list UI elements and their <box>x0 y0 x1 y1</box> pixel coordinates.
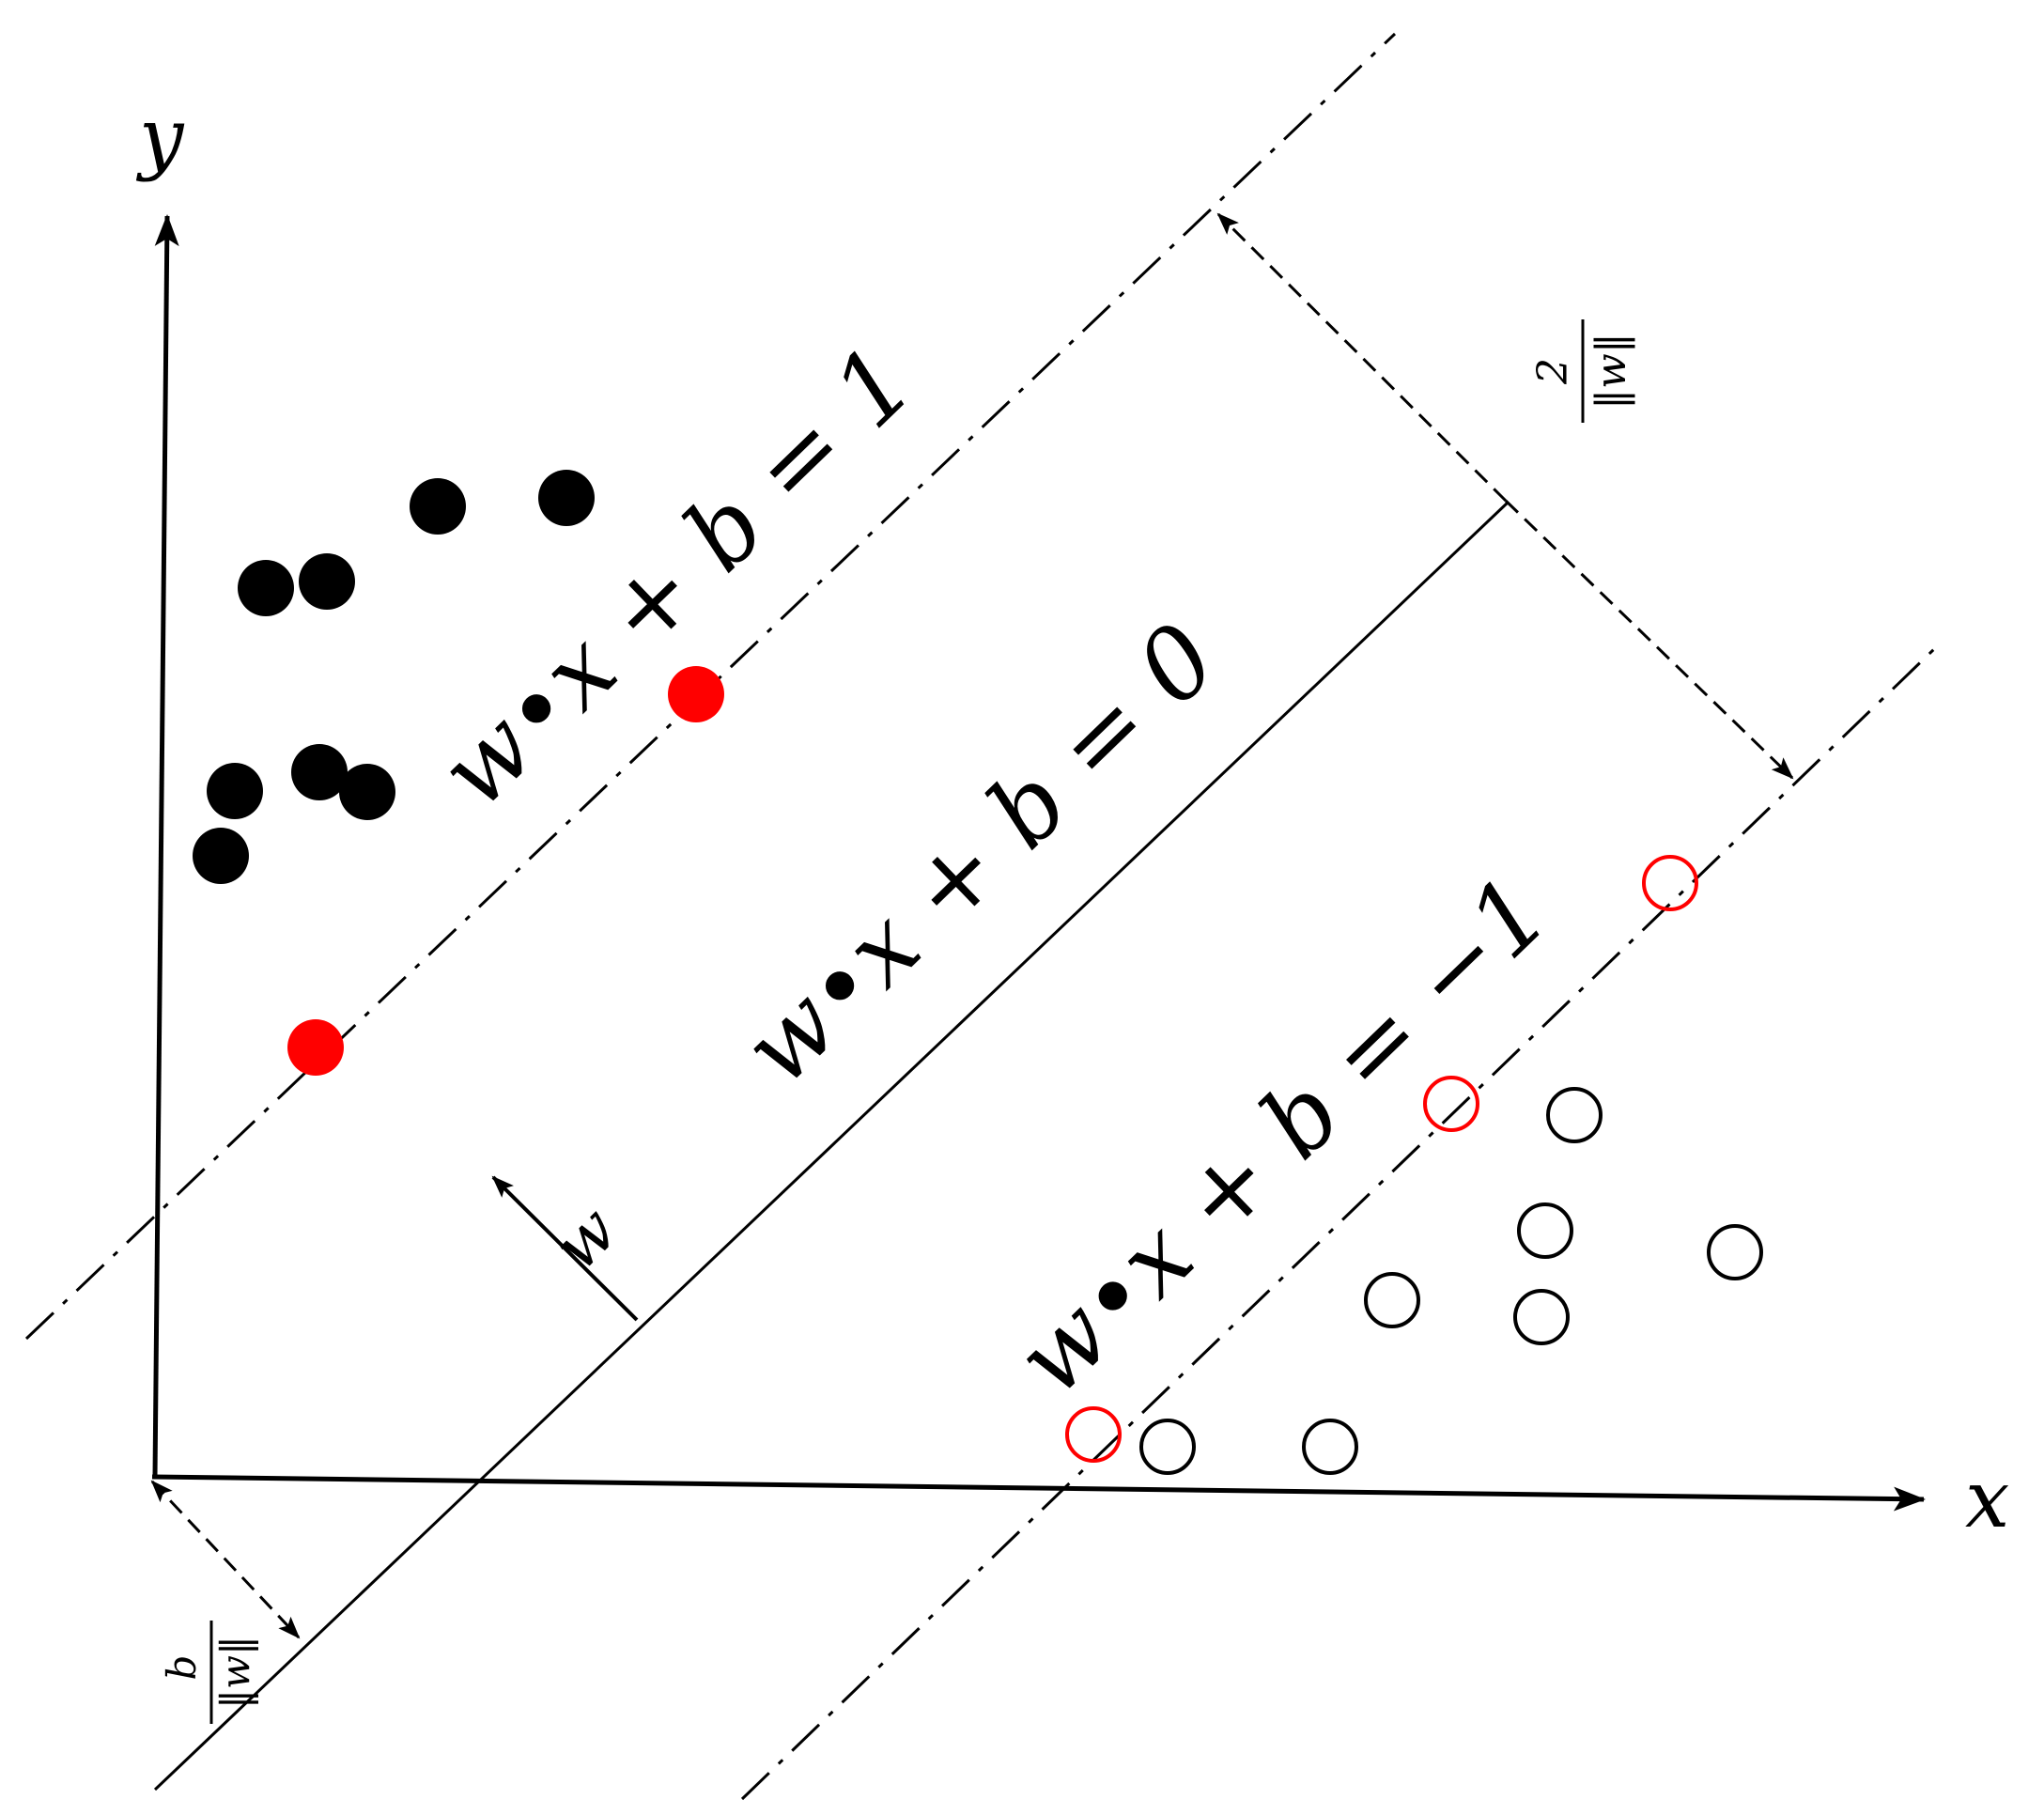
y-axis-label: y <box>135 91 185 183</box>
positive-support-vector <box>287 1019 344 1076</box>
positive-point <box>193 828 249 884</box>
positive-point <box>538 470 595 526</box>
x-axis-label: x <box>1965 1453 2009 1545</box>
negative-point <box>1364 1272 1420 1328</box>
offset-arrow <box>150 1480 301 1639</box>
negative-point <box>1517 1202 1573 1259</box>
positive-support-vectors <box>287 666 724 1076</box>
negative-support-vector <box>1423 1076 1479 1132</box>
normal-vector-arrow <box>491 1175 639 1322</box>
margin-width-label: 2 ‖w‖ <box>1529 319 1635 423</box>
negative-margin-line <box>740 646 1937 1801</box>
negative-margin-equation: w•x + b = −1 <box>994 855 1571 1418</box>
decision-boundary-equation: w•x + b = 0 <box>720 601 1238 1107</box>
x-axis <box>151 1474 1926 1512</box>
negative-point <box>1139 1419 1196 1475</box>
offset-indicator: b ‖w‖ <box>150 1480 301 1724</box>
hyperplanes <box>24 32 1937 1801</box>
margin-width-numerator: 2 <box>1529 358 1577 385</box>
positive-class-points <box>193 470 595 884</box>
normal-vector: w <box>491 1175 639 1322</box>
negative-point <box>1302 1419 1358 1475</box>
positive-point <box>410 478 466 535</box>
positive-support-vector <box>668 666 724 722</box>
negative-point <box>1707 1224 1763 1280</box>
margin-arrow-upper <box>1216 212 1508 503</box>
decision-boundary-line <box>153 501 1510 1792</box>
positive-point <box>339 764 395 820</box>
positive-point <box>238 560 294 616</box>
positive-point <box>291 744 348 800</box>
negative-class-points <box>1139 1087 1763 1475</box>
negative-support-vectors <box>1065 855 1698 1463</box>
positive-margin-equation: w•x + b = 1 <box>417 324 935 830</box>
negative-support-vector <box>1065 1406 1122 1463</box>
positive-point <box>299 553 355 610</box>
y-axis <box>152 214 179 1478</box>
negative-support-vector <box>1642 855 1698 911</box>
normal-vector-label: w <box>538 1191 632 1285</box>
margin-arrow-lower <box>1504 499 1794 780</box>
positive-margin-line <box>24 32 1397 1341</box>
negative-point <box>1513 1289 1570 1345</box>
margin-width-indicator: 2 ‖w‖ <box>1216 212 1794 780</box>
axes: y x <box>135 91 2009 1545</box>
positive-point <box>207 763 263 819</box>
offset-label: b ‖w‖ <box>159 1621 258 1724</box>
margin-width-denominator: ‖w‖ <box>1587 333 1635 410</box>
offset-denominator: ‖w‖ <box>212 1636 258 1709</box>
negative-point <box>1546 1087 1603 1143</box>
offset-numerator: b <box>159 1655 205 1681</box>
